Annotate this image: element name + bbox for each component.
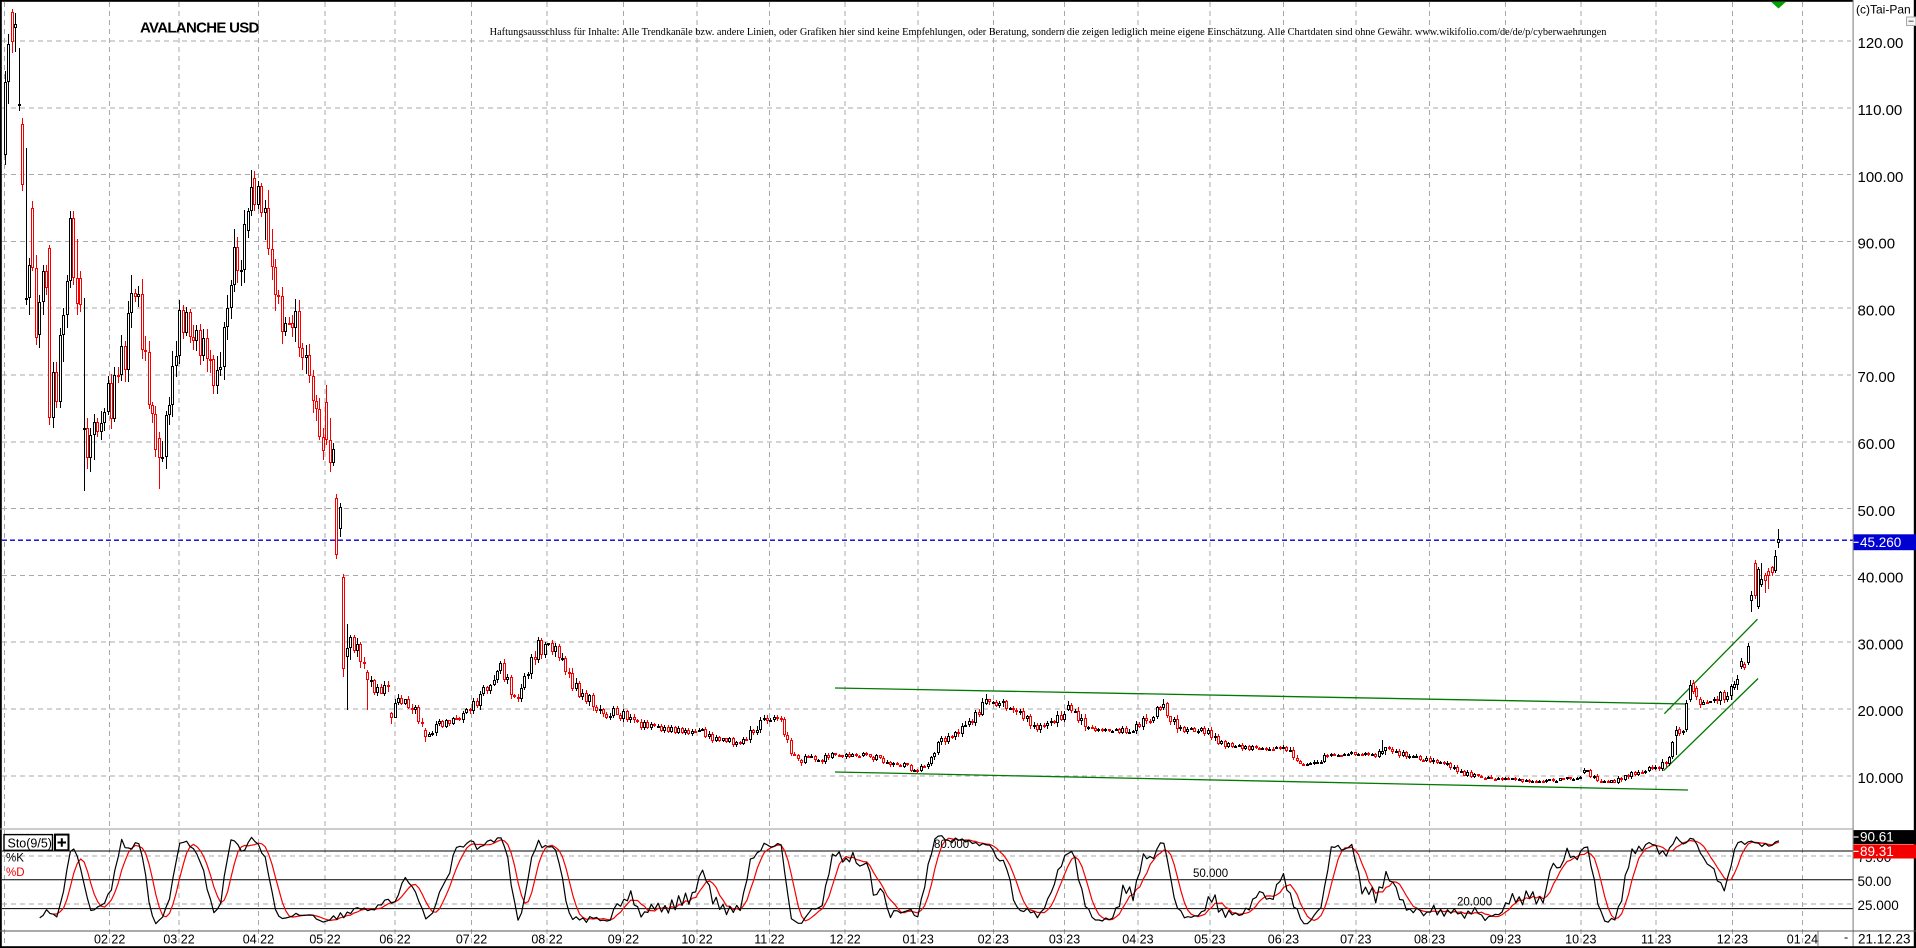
svg-text:05 22: 05 22 <box>309 933 340 947</box>
svg-text:90.61: 90.61 <box>1860 830 1894 845</box>
svg-text:10.000: 10.000 <box>1858 770 1904 787</box>
svg-text:45.260: 45.260 <box>1860 535 1901 550</box>
svg-text:12 22: 12 22 <box>829 933 860 947</box>
svg-text:40.000: 40.000 <box>1858 570 1904 587</box>
svg-text:09 22: 09 22 <box>608 933 639 947</box>
svg-text:06 23: 06 23 <box>1268 933 1299 947</box>
svg-text:01 23: 01 23 <box>903 933 934 947</box>
svg-text:03 23: 03 23 <box>1049 933 1080 947</box>
svg-text:06 22: 06 22 <box>379 933 410 947</box>
svg-text:20.000: 20.000 <box>1457 897 1492 909</box>
svg-text:04 22: 04 22 <box>243 933 274 947</box>
svg-text:11 22: 11 22 <box>754 933 784 947</box>
svg-text:08 23: 08 23 <box>1414 933 1445 947</box>
svg-text:Haftungsausschluss für Inhalte: Haftungsausschluss für Inhalte: Alle Tre… <box>490 27 1607 38</box>
svg-text:90.00: 90.00 <box>1858 236 1896 253</box>
svg-text:10 23: 10 23 <box>1565 933 1596 947</box>
svg-text:50.000: 50.000 <box>1193 868 1228 880</box>
svg-text:08 22: 08 22 <box>531 933 562 947</box>
svg-text:03 22: 03 22 <box>163 933 194 947</box>
svg-text:21.12.23: 21.12.23 <box>1858 932 1911 947</box>
svg-text:07 23: 07 23 <box>1340 933 1371 947</box>
svg-text:11 23: 11 23 <box>1641 933 1671 947</box>
svg-text:25.000: 25.000 <box>1858 898 1899 913</box>
svg-text:80.00: 80.00 <box>1858 302 1896 319</box>
svg-text:110.00: 110.00 <box>1858 102 1903 119</box>
svg-text:100.00: 100.00 <box>1858 169 1904 186</box>
svg-text:AVALANCHE USD: AVALANCHE USD <box>140 20 260 37</box>
svg-text:60.00: 60.00 <box>1858 436 1896 453</box>
svg-text:Sto(9/5): Sto(9/5) <box>8 836 52 850</box>
svg-text:02 22: 02 22 <box>94 933 125 947</box>
svg-text:09 23: 09 23 <box>1490 933 1521 947</box>
svg-text:30.000: 30.000 <box>1858 636 1904 653</box>
svg-text:50.00: 50.00 <box>1858 874 1892 889</box>
svg-text:12 23: 12 23 <box>1717 933 1748 947</box>
svg-text:(c)Tai-Pan: (c)Tai-Pan <box>1856 3 1911 17</box>
svg-text:%D: %D <box>6 867 25 879</box>
svg-text:80.000: 80.000 <box>934 839 969 851</box>
svg-text:07 22: 07 22 <box>456 933 487 947</box>
svg-text:20.000: 20.000 <box>1858 703 1904 720</box>
svg-text:%K: %K <box>6 853 24 865</box>
svg-text:05 23: 05 23 <box>1194 933 1225 947</box>
svg-text:02 23: 02 23 <box>978 933 1009 947</box>
svg-text:120.00: 120.00 <box>1858 35 1904 52</box>
svg-text:89.31: 89.31 <box>1860 844 1894 859</box>
svg-text:50.00: 50.00 <box>1858 503 1896 520</box>
svg-text:-: - <box>1844 931 1848 945</box>
svg-text:04 23: 04 23 <box>1122 933 1153 947</box>
svg-text:70.00: 70.00 <box>1858 369 1896 386</box>
svg-text:01 24: 01 24 <box>1787 933 1818 947</box>
svg-text:10 22: 10 22 <box>681 933 712 947</box>
